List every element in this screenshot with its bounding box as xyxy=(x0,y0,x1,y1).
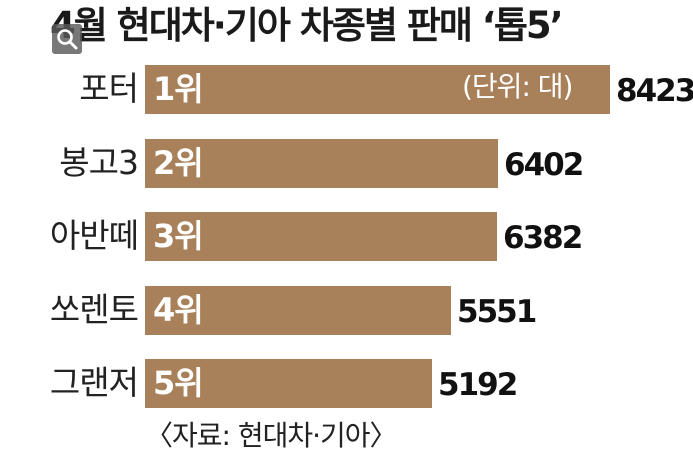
value-label: 5192 xyxy=(438,367,518,403)
rank-label: 5위 xyxy=(153,364,204,402)
rank-label: 1위 xyxy=(153,70,204,108)
bar xyxy=(145,212,497,261)
rank-label: 2위 xyxy=(153,143,204,182)
value-label: 6402 xyxy=(504,146,584,183)
chart-title: 4월 현대차·기아 차종별 판매 ‘톱5’ xyxy=(50,4,564,47)
unit-label: (단위: 대) xyxy=(462,70,573,103)
value-label: 6382 xyxy=(503,220,583,256)
category-label: 포터 xyxy=(79,69,139,108)
value-label: 5551 xyxy=(457,293,537,330)
category-label: 그랜저 xyxy=(49,363,139,402)
bar xyxy=(145,359,432,408)
rank-label: 3위 xyxy=(153,217,204,255)
category-label: 쏘렌토 xyxy=(49,289,139,329)
category-label: 아반떼 xyxy=(49,216,139,255)
source-note: 〈자료: 현대차·기아〉 xyxy=(145,419,398,452)
search-icon[interactable] xyxy=(52,24,82,54)
bar xyxy=(145,138,498,188)
bar xyxy=(145,65,610,114)
category-label: 봉고3 xyxy=(59,142,139,182)
rank-label: 4위 xyxy=(153,290,204,329)
bar xyxy=(145,285,451,335)
value-label: 8423 xyxy=(616,73,693,109)
